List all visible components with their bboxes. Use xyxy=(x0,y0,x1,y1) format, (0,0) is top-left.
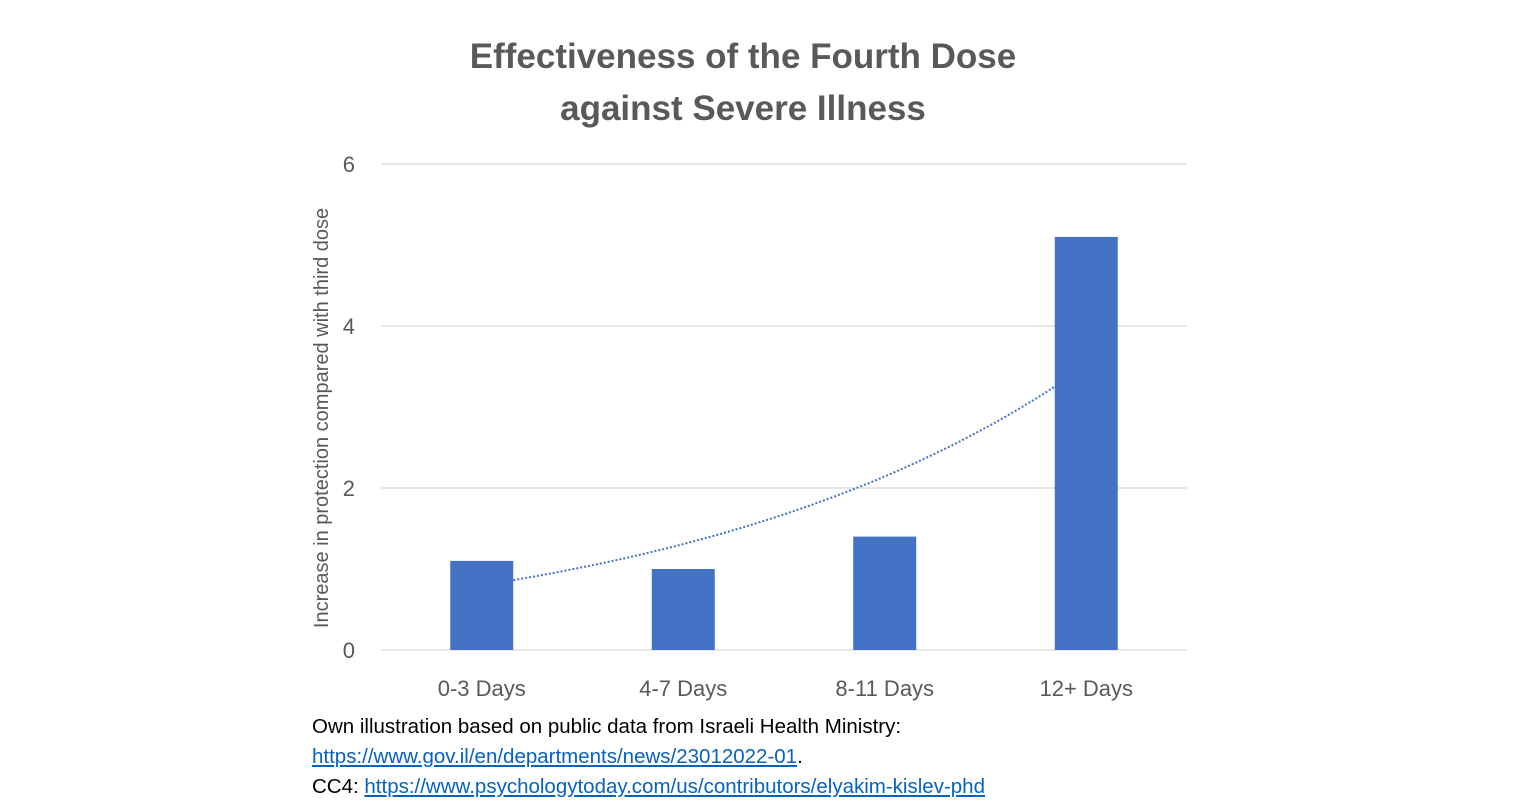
bar-8-11-days xyxy=(853,536,917,650)
y-tick-label: 2 xyxy=(343,476,355,501)
bar-4-7-days xyxy=(651,569,715,650)
link-suffix: . xyxy=(797,745,803,768)
license-label: CC4: xyxy=(312,775,365,798)
x-tick-label: 4-7 Days xyxy=(639,676,727,701)
x-tick-label: 12+ Days xyxy=(1039,676,1133,701)
y-tick-label: 0 xyxy=(343,638,355,663)
y-axis-label: Increase in protection compared with thi… xyxy=(311,208,333,628)
bar-0-3-days xyxy=(450,560,514,650)
chart-title-line-2: against Severe Illness xyxy=(560,89,926,128)
source-link-gov[interactable]: https://www.gov.il/en/departments/news/2… xyxy=(312,745,798,768)
source-link-psychologytoday[interactable]: https://www.psychologytoday.com/us/contr… xyxy=(364,775,985,798)
x-tick-label: 0-3 Days xyxy=(438,676,526,701)
y-tick-label: 6 xyxy=(343,152,355,177)
chart-title-line-1: Effectiveness of the Fourth Dose xyxy=(469,37,1017,76)
y-tick-label: 4 xyxy=(343,314,355,339)
source-text: Own illustration based on public data fr… xyxy=(312,715,902,738)
x-tick-label: 8-11 Days xyxy=(835,676,934,701)
chart-title: Effectiveness of the Fourth Dose against… xyxy=(343,31,1143,135)
source-footer: Own illustration based on public data fr… xyxy=(312,712,985,802)
exponential-trendline xyxy=(481,364,1087,587)
bar-12-days xyxy=(1054,236,1118,650)
